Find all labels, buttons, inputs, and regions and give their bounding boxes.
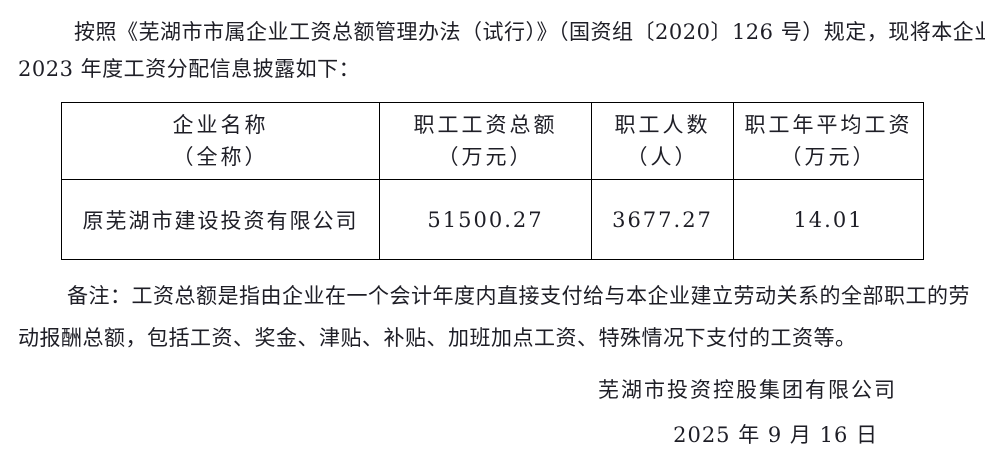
signature-company-text: 芜湖市投资控股集团有限公司 (598, 378, 897, 402)
header-employee-count-line1: 职工人数 (614, 113, 711, 137)
header-employee-count: 职工人数 （人） (591, 102, 734, 180)
note-line-2: 动报酬总额，包括工资、奖金、津贴、补贴、加班加点工资、特殊情况下支付的工资等。 (18, 326, 857, 350)
header-average-wage: 职工年平均工资 （万元） (733, 102, 924, 180)
header-company-name: 企业名称 （全称） (61, 102, 380, 180)
signature-date-text: 2025 年 9 月 16 日 (673, 423, 878, 447)
header-company-name-line2: （全称） (172, 145, 269, 169)
note-paragraph: 备注：工资总额是指由企业在一个会计年度内直接支付给与本企业建立劳动关系的全部职工… (18, 275, 970, 359)
intro-line-1: 按照《芜湖市市属企业工资总额管理办法（试行）》（国资组〔2020〕126 号）规… (74, 20, 985, 44)
cell-company-name: 原芜湖市建设投资有限公司 (61, 179, 380, 260)
table-header-row: 企业名称 （全称） 职工工资总额 （万元） 职工人数 （人） 职工年平均工资 （… (61, 102, 924, 180)
table-data-row: 原芜湖市建设投资有限公司 51500.27 3677.27 14.01 (61, 179, 924, 260)
intro-paragraph: 按照《芜湖市市属企业工资总额管理办法（试行）》（国资组〔2020〕126 号）规… (18, 14, 985, 88)
signature-date: 2025 年 9 月 16 日 (0, 420, 985, 450)
header-company-name-line1: 企业名称 (172, 113, 269, 137)
note-line-1: 备注：工资总额是指由企业在一个会计年度内直接支付给与本企业建立劳动关系的全部职工… (67, 284, 970, 308)
header-total-wages-line2: （万元） (437, 145, 534, 169)
intro-line-2: 2023 年度工资分配信息披露如下： (18, 57, 361, 81)
header-total-wages: 职工工资总额 （万元） (379, 102, 592, 180)
header-average-wage-line1: 职工年平均工资 (744, 113, 913, 137)
cell-total-wages: 51500.27 (379, 179, 592, 260)
wage-disclosure-table: 企业名称 （全称） 职工工资总额 （万元） 职工人数 （人） 职工年平均工资 （… (61, 102, 924, 260)
cell-average-wage: 14.01 (733, 179, 924, 260)
header-employee-count-line2: （人） (626, 145, 699, 169)
cell-employee-count: 3677.27 (591, 179, 734, 260)
header-total-wages-line1: 职工工资总额 (413, 113, 558, 137)
header-average-wage-line2: （万元） (780, 145, 877, 169)
signature-company: 芜湖市投资控股集团有限公司 (0, 375, 985, 405)
